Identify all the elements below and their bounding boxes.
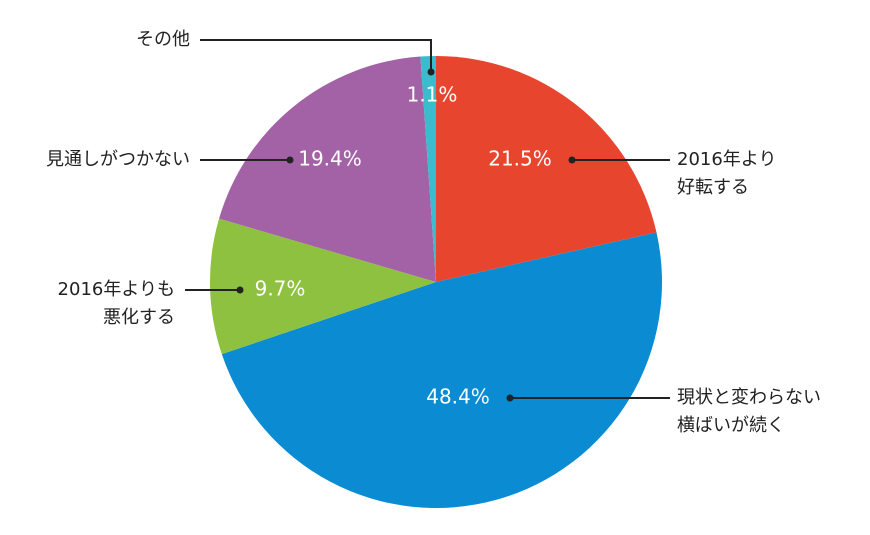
pie-slice (209, 218, 436, 355)
category-label: 現状と変わらない (677, 387, 821, 408)
value-label: 19.4% (298, 147, 362, 171)
category-label: 好転する (677, 177, 749, 198)
leader-dot (427, 68, 435, 76)
pie-slice (219, 56, 436, 282)
category-label: 2016年より (677, 149, 776, 170)
category-label: 2016年よりも (58, 279, 175, 300)
category-label: その他 (136, 29, 190, 50)
leader-dot (236, 286, 244, 294)
value-label: 48.4% (426, 385, 490, 409)
pie-slice (221, 232, 663, 509)
leader-line (200, 39, 432, 72)
value-label: 9.7% (255, 277, 306, 301)
category-label: 横ばいが続く (677, 415, 785, 436)
leader-dot (506, 394, 514, 402)
pie-slice (436, 56, 657, 282)
category-label: 悪化する (103, 307, 175, 328)
value-label: 21.5% (488, 147, 552, 171)
value-label: 1.1% (407, 83, 458, 107)
leader-dot (568, 156, 576, 164)
leader-dot (286, 156, 294, 164)
pie-slice (420, 56, 436, 282)
category-label: 見通しがつかない (46, 149, 190, 170)
